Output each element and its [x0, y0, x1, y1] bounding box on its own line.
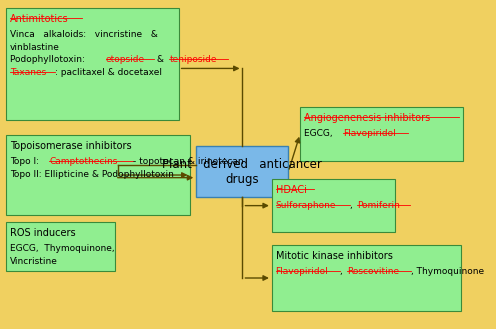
Text: Mitotic kinase inhibitors: Mitotic kinase inhibitors: [276, 251, 392, 261]
Text: ROS inducers: ROS inducers: [10, 228, 75, 238]
Text: Pomiferin: Pomiferin: [357, 201, 400, 211]
Text: HDACi: HDACi: [276, 185, 307, 195]
Text: Topo II: Ellipticine & Podophyllotoxin: Topo II: Ellipticine & Podophyllotoxin: [10, 169, 174, 179]
FancyBboxPatch shape: [272, 245, 461, 311]
FancyBboxPatch shape: [300, 107, 463, 161]
Text: ,: ,: [340, 267, 346, 276]
FancyBboxPatch shape: [6, 135, 190, 215]
Text: &: &: [154, 55, 167, 64]
Text: etopside: etopside: [106, 55, 145, 64]
Text: teniposide: teniposide: [170, 55, 217, 64]
Text: Topo I:: Topo I:: [10, 157, 42, 166]
Text: Sulforaphone: Sulforaphone: [276, 201, 336, 211]
Text: Roscovitine: Roscovitine: [347, 267, 399, 276]
Text: Antimitotics: Antimitotics: [10, 14, 68, 24]
Text: Flavopiridol: Flavopiridol: [343, 129, 395, 138]
FancyBboxPatch shape: [6, 8, 179, 120]
Text: EGCG,: EGCG,: [304, 129, 335, 138]
FancyBboxPatch shape: [196, 146, 288, 197]
Text: Angiogenenesis inhibitors: Angiogenenesis inhibitors: [304, 113, 430, 123]
Text: Vincristine: Vincristine: [10, 257, 58, 266]
Text: Taxanes: Taxanes: [10, 68, 46, 77]
Text: EGCG,  Thymoquinone,: EGCG, Thymoquinone,: [10, 244, 115, 253]
Text: Podophyllotoxin:: Podophyllotoxin:: [10, 55, 88, 64]
Text: Vinca   alkaloids:   vincristine   &: Vinca alkaloids: vincristine &: [10, 30, 158, 39]
Text: - topotecan & irinotecan: - topotecan & irinotecan: [133, 157, 244, 166]
Text: , Thymoquinone: , Thymoquinone: [412, 267, 485, 276]
Text: vinblastine: vinblastine: [10, 43, 60, 52]
Text: : paclitaxel & docetaxel: : paclitaxel & docetaxel: [55, 68, 162, 77]
Text: Plant   derived   anticancer
drugs: Plant derived anticancer drugs: [162, 158, 322, 186]
Text: Flavopiridol: Flavopiridol: [276, 267, 328, 276]
Text: Topoisomerase inhibitors: Topoisomerase inhibitors: [10, 141, 131, 151]
Text: ,: ,: [350, 201, 356, 211]
FancyBboxPatch shape: [6, 222, 115, 271]
FancyBboxPatch shape: [272, 179, 395, 232]
Text: Camptothecins: Camptothecins: [49, 157, 118, 166]
